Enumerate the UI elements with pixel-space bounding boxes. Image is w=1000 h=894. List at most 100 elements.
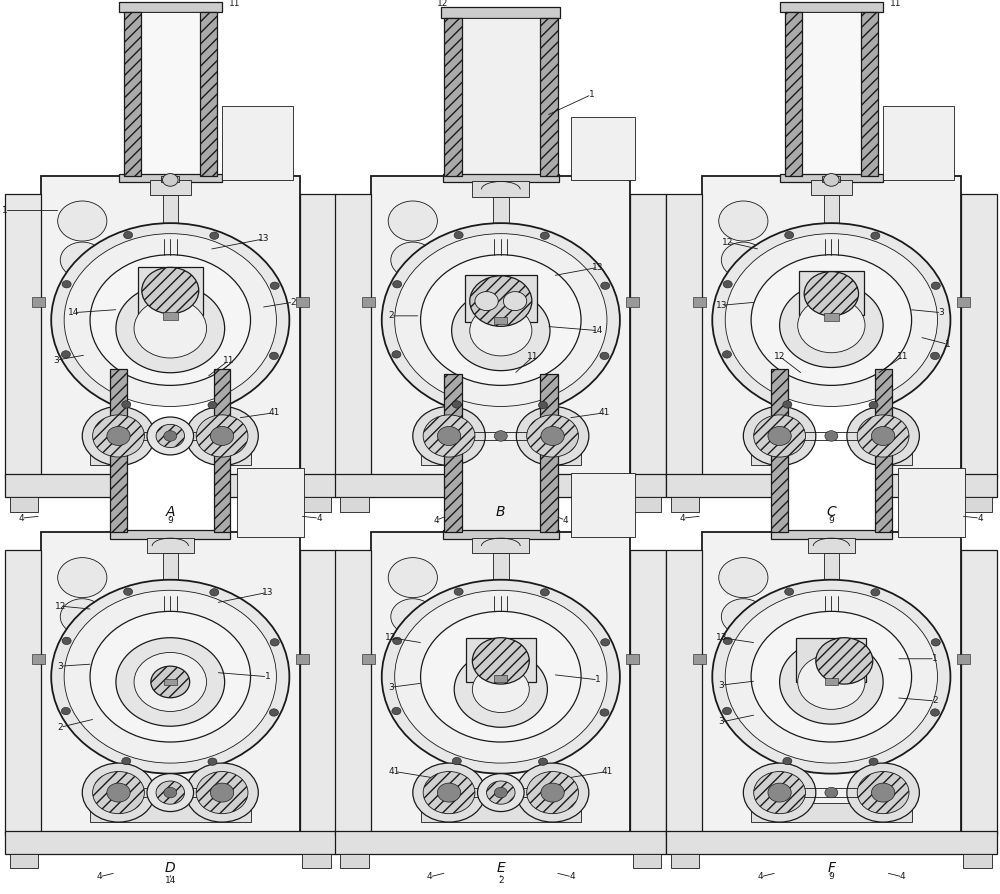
Circle shape: [719, 558, 768, 598]
Circle shape: [392, 350, 401, 358]
Text: 4: 4: [977, 514, 983, 523]
Circle shape: [210, 588, 219, 596]
Bar: [443, 530, 559, 539]
Circle shape: [93, 772, 144, 814]
Text: 3: 3: [57, 662, 63, 670]
Circle shape: [107, 426, 130, 445]
Circle shape: [931, 282, 940, 290]
Circle shape: [452, 757, 461, 764]
Bar: [340, 854, 369, 868]
Circle shape: [824, 173, 839, 186]
Circle shape: [393, 637, 402, 645]
Circle shape: [478, 773, 524, 812]
Bar: [163, 553, 178, 595]
Circle shape: [413, 407, 485, 466]
Bar: [780, 173, 883, 182]
Circle shape: [871, 783, 895, 802]
Bar: [110, 530, 230, 539]
Circle shape: [538, 401, 548, 409]
Circle shape: [382, 579, 620, 773]
Circle shape: [600, 709, 609, 716]
Circle shape: [768, 783, 791, 802]
Circle shape: [541, 783, 564, 802]
Circle shape: [503, 291, 527, 310]
Text: C: C: [826, 505, 836, 519]
Bar: [138, 267, 203, 315]
Bar: [493, 197, 509, 239]
Bar: [362, 654, 375, 664]
Bar: [443, 173, 559, 182]
Circle shape: [164, 431, 177, 442]
Circle shape: [783, 757, 792, 764]
Text: 2: 2: [388, 311, 394, 320]
Bar: [300, 194, 336, 478]
Circle shape: [437, 426, 461, 445]
Bar: [751, 803, 912, 822]
Circle shape: [423, 415, 475, 457]
Circle shape: [931, 638, 940, 646]
Circle shape: [134, 299, 207, 358]
Text: 4: 4: [316, 514, 322, 523]
Circle shape: [452, 291, 550, 371]
Bar: [957, 297, 970, 308]
Bar: [161, 176, 179, 182]
Circle shape: [785, 588, 794, 595]
Text: 13: 13: [716, 633, 727, 642]
Circle shape: [116, 284, 225, 373]
Circle shape: [156, 781, 185, 805]
Circle shape: [721, 599, 765, 635]
Text: 4: 4: [19, 514, 24, 523]
Bar: [540, 375, 558, 532]
Bar: [957, 654, 970, 664]
Text: 4: 4: [757, 873, 763, 881]
Circle shape: [754, 772, 805, 814]
Circle shape: [516, 763, 589, 822]
Circle shape: [723, 281, 732, 288]
Text: 4: 4: [569, 873, 575, 881]
Circle shape: [454, 652, 547, 727]
Bar: [771, 369, 788, 532]
Text: 12: 12: [437, 0, 448, 8]
Bar: [702, 532, 961, 854]
Circle shape: [90, 255, 251, 385]
Text: 1: 1: [595, 675, 601, 684]
Circle shape: [857, 415, 909, 457]
Circle shape: [124, 588, 133, 595]
Bar: [808, 537, 855, 553]
Bar: [302, 497, 331, 512]
Bar: [771, 530, 892, 539]
Bar: [493, 553, 509, 595]
Text: 4: 4: [680, 514, 685, 523]
Text: 9: 9: [828, 873, 834, 881]
Circle shape: [62, 281, 71, 288]
Circle shape: [930, 352, 940, 359]
Bar: [41, 176, 300, 497]
Bar: [898, 468, 965, 536]
Bar: [788, 369, 875, 532]
Text: 4: 4: [427, 873, 432, 881]
Circle shape: [164, 788, 177, 797]
Circle shape: [600, 352, 609, 359]
Circle shape: [64, 590, 276, 763]
Circle shape: [186, 407, 258, 466]
Bar: [796, 637, 866, 682]
Text: 12: 12: [55, 602, 66, 611]
Circle shape: [712, 579, 950, 773]
Circle shape: [393, 281, 402, 288]
Circle shape: [751, 611, 912, 742]
Bar: [90, 446, 251, 466]
Bar: [32, 297, 45, 308]
Bar: [824, 195, 839, 239]
Circle shape: [64, 233, 276, 407]
Circle shape: [857, 772, 909, 814]
Bar: [444, 375, 462, 532]
Bar: [150, 180, 191, 195]
Circle shape: [871, 232, 880, 240]
Circle shape: [423, 772, 475, 814]
Circle shape: [540, 232, 549, 240]
Bar: [472, 537, 529, 553]
Bar: [571, 473, 635, 536]
Circle shape: [494, 788, 507, 797]
Circle shape: [527, 415, 578, 457]
Bar: [41, 532, 300, 854]
